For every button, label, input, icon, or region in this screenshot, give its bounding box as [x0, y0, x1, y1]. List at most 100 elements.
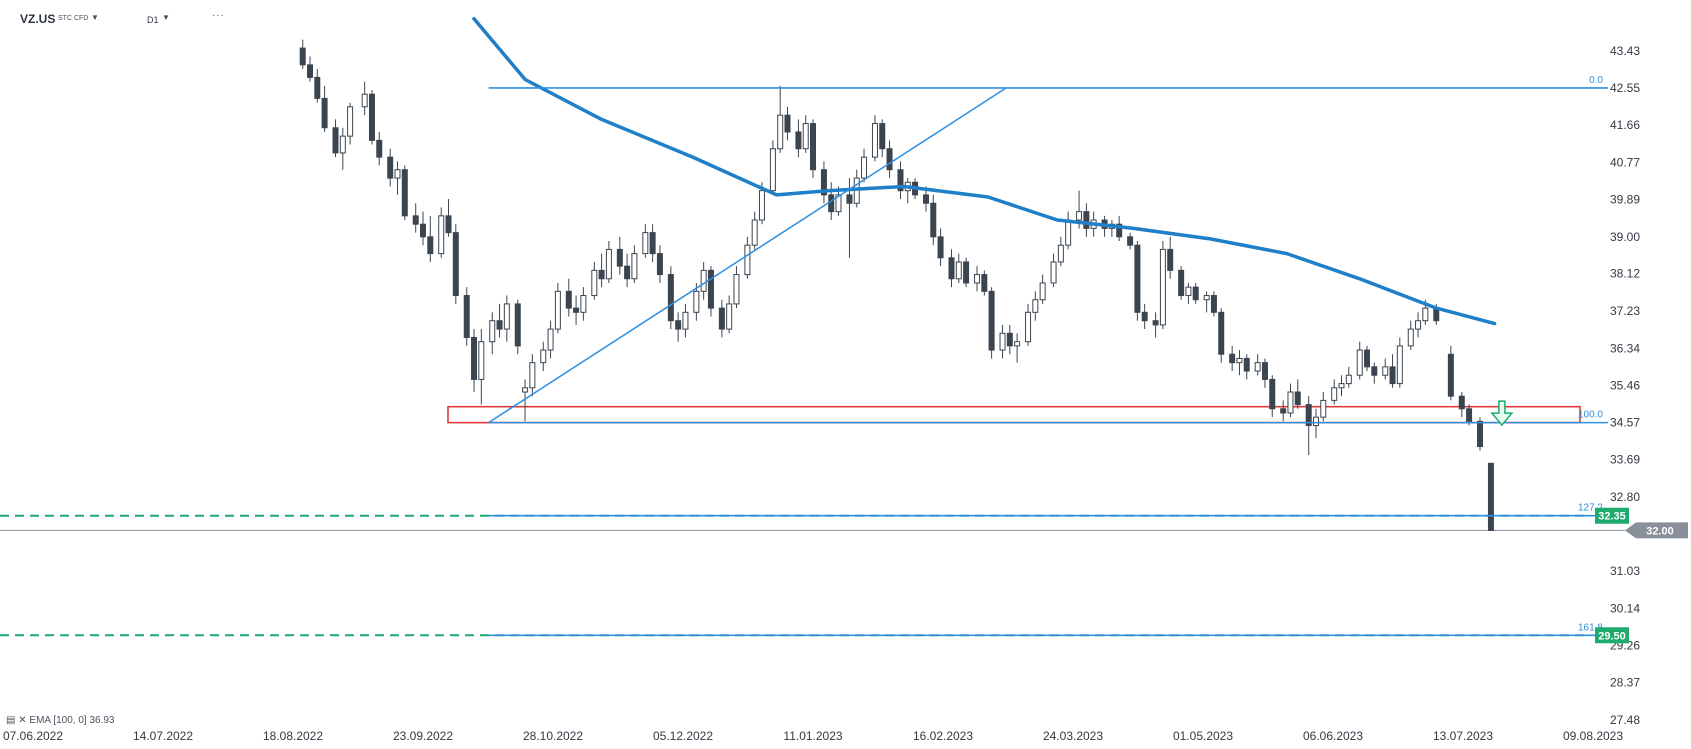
candle-body[interactable] — [463, 295, 470, 338]
candle-body[interactable] — [565, 290, 572, 309]
candle-body[interactable] — [963, 261, 970, 284]
candle-body[interactable] — [1065, 219, 1072, 246]
candle-body[interactable] — [1014, 341, 1021, 347]
candle-body[interactable] — [1447, 353, 1454, 397]
candle-body[interactable] — [1152, 320, 1159, 326]
candle-body[interactable] — [1178, 269, 1185, 297]
level-price-tag[interactable] — [1595, 627, 1629, 644]
indicator-icon[interactable]: ▤ — [6, 715, 16, 726]
candle-body[interactable] — [1269, 378, 1276, 410]
candle-body[interactable] — [540, 349, 547, 364]
trend-line[interactable] — [488, 87, 1007, 424]
candle-body[interactable] — [496, 320, 503, 330]
candle-body[interactable] — [1280, 408, 1287, 414]
candle-body[interactable] — [427, 236, 434, 255]
candle-body[interactable] — [981, 274, 988, 292]
candle-body[interactable] — [339, 135, 346, 154]
candle-body[interactable] — [1243, 357, 1250, 372]
candle-body[interactable] — [554, 290, 561, 330]
candle-body[interactable] — [631, 253, 638, 280]
level-price-tag[interactable] — [1595, 507, 1629, 524]
candle-body[interactable] — [707, 269, 714, 309]
candle-body[interactable] — [1356, 349, 1363, 376]
candle-body[interactable] — [591, 269, 598, 297]
candle-body[interactable] — [1083, 211, 1090, 229]
candle-body[interactable] — [522, 387, 529, 393]
candle-body[interactable] — [999, 332, 1006, 351]
candle-body[interactable] — [810, 123, 816, 171]
candle-body[interactable] — [769, 148, 776, 192]
candle-body[interactable] — [1025, 311, 1032, 343]
candle-body[interactable] — [1389, 366, 1396, 385]
candle-body[interactable] — [1229, 353, 1236, 364]
candle-body[interactable] — [1422, 307, 1429, 322]
candle-body[interactable] — [777, 114, 784, 150]
candle-body[interactable] — [802, 123, 809, 150]
candle-body[interactable] — [871, 123, 878, 158]
candle-body[interactable] — [733, 274, 740, 305]
candle-body[interactable] — [758, 190, 765, 221]
candle-body[interactable] — [412, 215, 419, 225]
candle-body[interactable] — [299, 47, 306, 66]
candle-body[interactable] — [514, 303, 521, 347]
symbol-name[interactable]: VZ.US — [20, 12, 56, 26]
candle-body[interactable] — [1050, 261, 1057, 284]
candle-body[interactable] — [1141, 311, 1148, 322]
candle-body[interactable] — [656, 253, 663, 276]
candle-body[interactable] — [642, 232, 649, 255]
candle-body[interactable] — [955, 261, 962, 280]
candle-body[interactable] — [718, 307, 725, 330]
candle-body[interactable] — [598, 269, 605, 280]
candle-body[interactable] — [897, 169, 904, 192]
candle-body[interactable] — [573, 307, 580, 313]
candle-body[interactable] — [1305, 404, 1312, 427]
candle-body[interactable] — [1331, 387, 1338, 401]
candle-body[interactable] — [1203, 295, 1210, 301]
candle-body[interactable] — [445, 215, 452, 234]
ema-100-line[interactable] — [472, 16, 1497, 326]
candle-body[interactable] — [1167, 248, 1174, 271]
candle-body[interactable] — [751, 219, 758, 246]
candle-body[interactable] — [700, 269, 707, 292]
candle-body[interactable] — [1236, 357, 1243, 364]
support-zone-rect[interactable] — [447, 405, 1581, 424]
candle-body[interactable] — [452, 232, 459, 297]
candle-body[interactable] — [1458, 395, 1465, 410]
candle-body[interactable] — [471, 336, 478, 380]
candle-body[interactable] — [682, 311, 689, 330]
candle-body[interactable] — [529, 362, 536, 389]
candle-body[interactable] — [1407, 328, 1414, 347]
candle-body[interactable] — [795, 131, 802, 150]
candle-body[interactable] — [1116, 223, 1123, 238]
candle-body[interactable] — [693, 290, 700, 313]
candle-body[interactable] — [835, 194, 842, 213]
candle-body[interactable] — [667, 274, 674, 322]
candle-body[interactable] — [675, 320, 682, 330]
candle-body[interactable] — [605, 248, 612, 280]
signal-arrow-down-icon[interactable] — [1490, 400, 1514, 427]
symbol-chevron-down-icon[interactable]: ▼ — [91, 13, 99, 22]
candle-body[interactable] — [1487, 462, 1494, 531]
candle-body[interactable] — [1261, 362, 1268, 380]
candle-body[interactable] — [930, 202, 937, 238]
candle-body[interactable] — [616, 248, 623, 267]
candle-body[interactable] — [1396, 345, 1403, 385]
candle-body[interactable] — [948, 257, 955, 280]
candle-body[interactable] — [1382, 366, 1389, 376]
candle-body[interactable] — [1057, 244, 1064, 263]
candle-body[interactable] — [1371, 366, 1378, 376]
candle-body[interactable] — [489, 320, 496, 343]
candle-body[interactable] — [1039, 282, 1046, 301]
candle-body[interactable] — [376, 139, 383, 158]
candle-body[interactable] — [347, 106, 354, 137]
candle-body[interactable] — [861, 156, 868, 179]
candle-body[interactable] — [922, 194, 929, 204]
candle-body[interactable] — [547, 328, 554, 351]
candle-body[interactable] — [1192, 286, 1199, 301]
candle-body[interactable] — [503, 303, 510, 330]
candle-body[interactable] — [1364, 349, 1371, 368]
candle-body[interactable] — [1338, 383, 1345, 389]
candle-body[interactable] — [401, 169, 408, 217]
candle-body[interactable] — [314, 76, 321, 99]
candle-body[interactable] — [937, 236, 944, 259]
